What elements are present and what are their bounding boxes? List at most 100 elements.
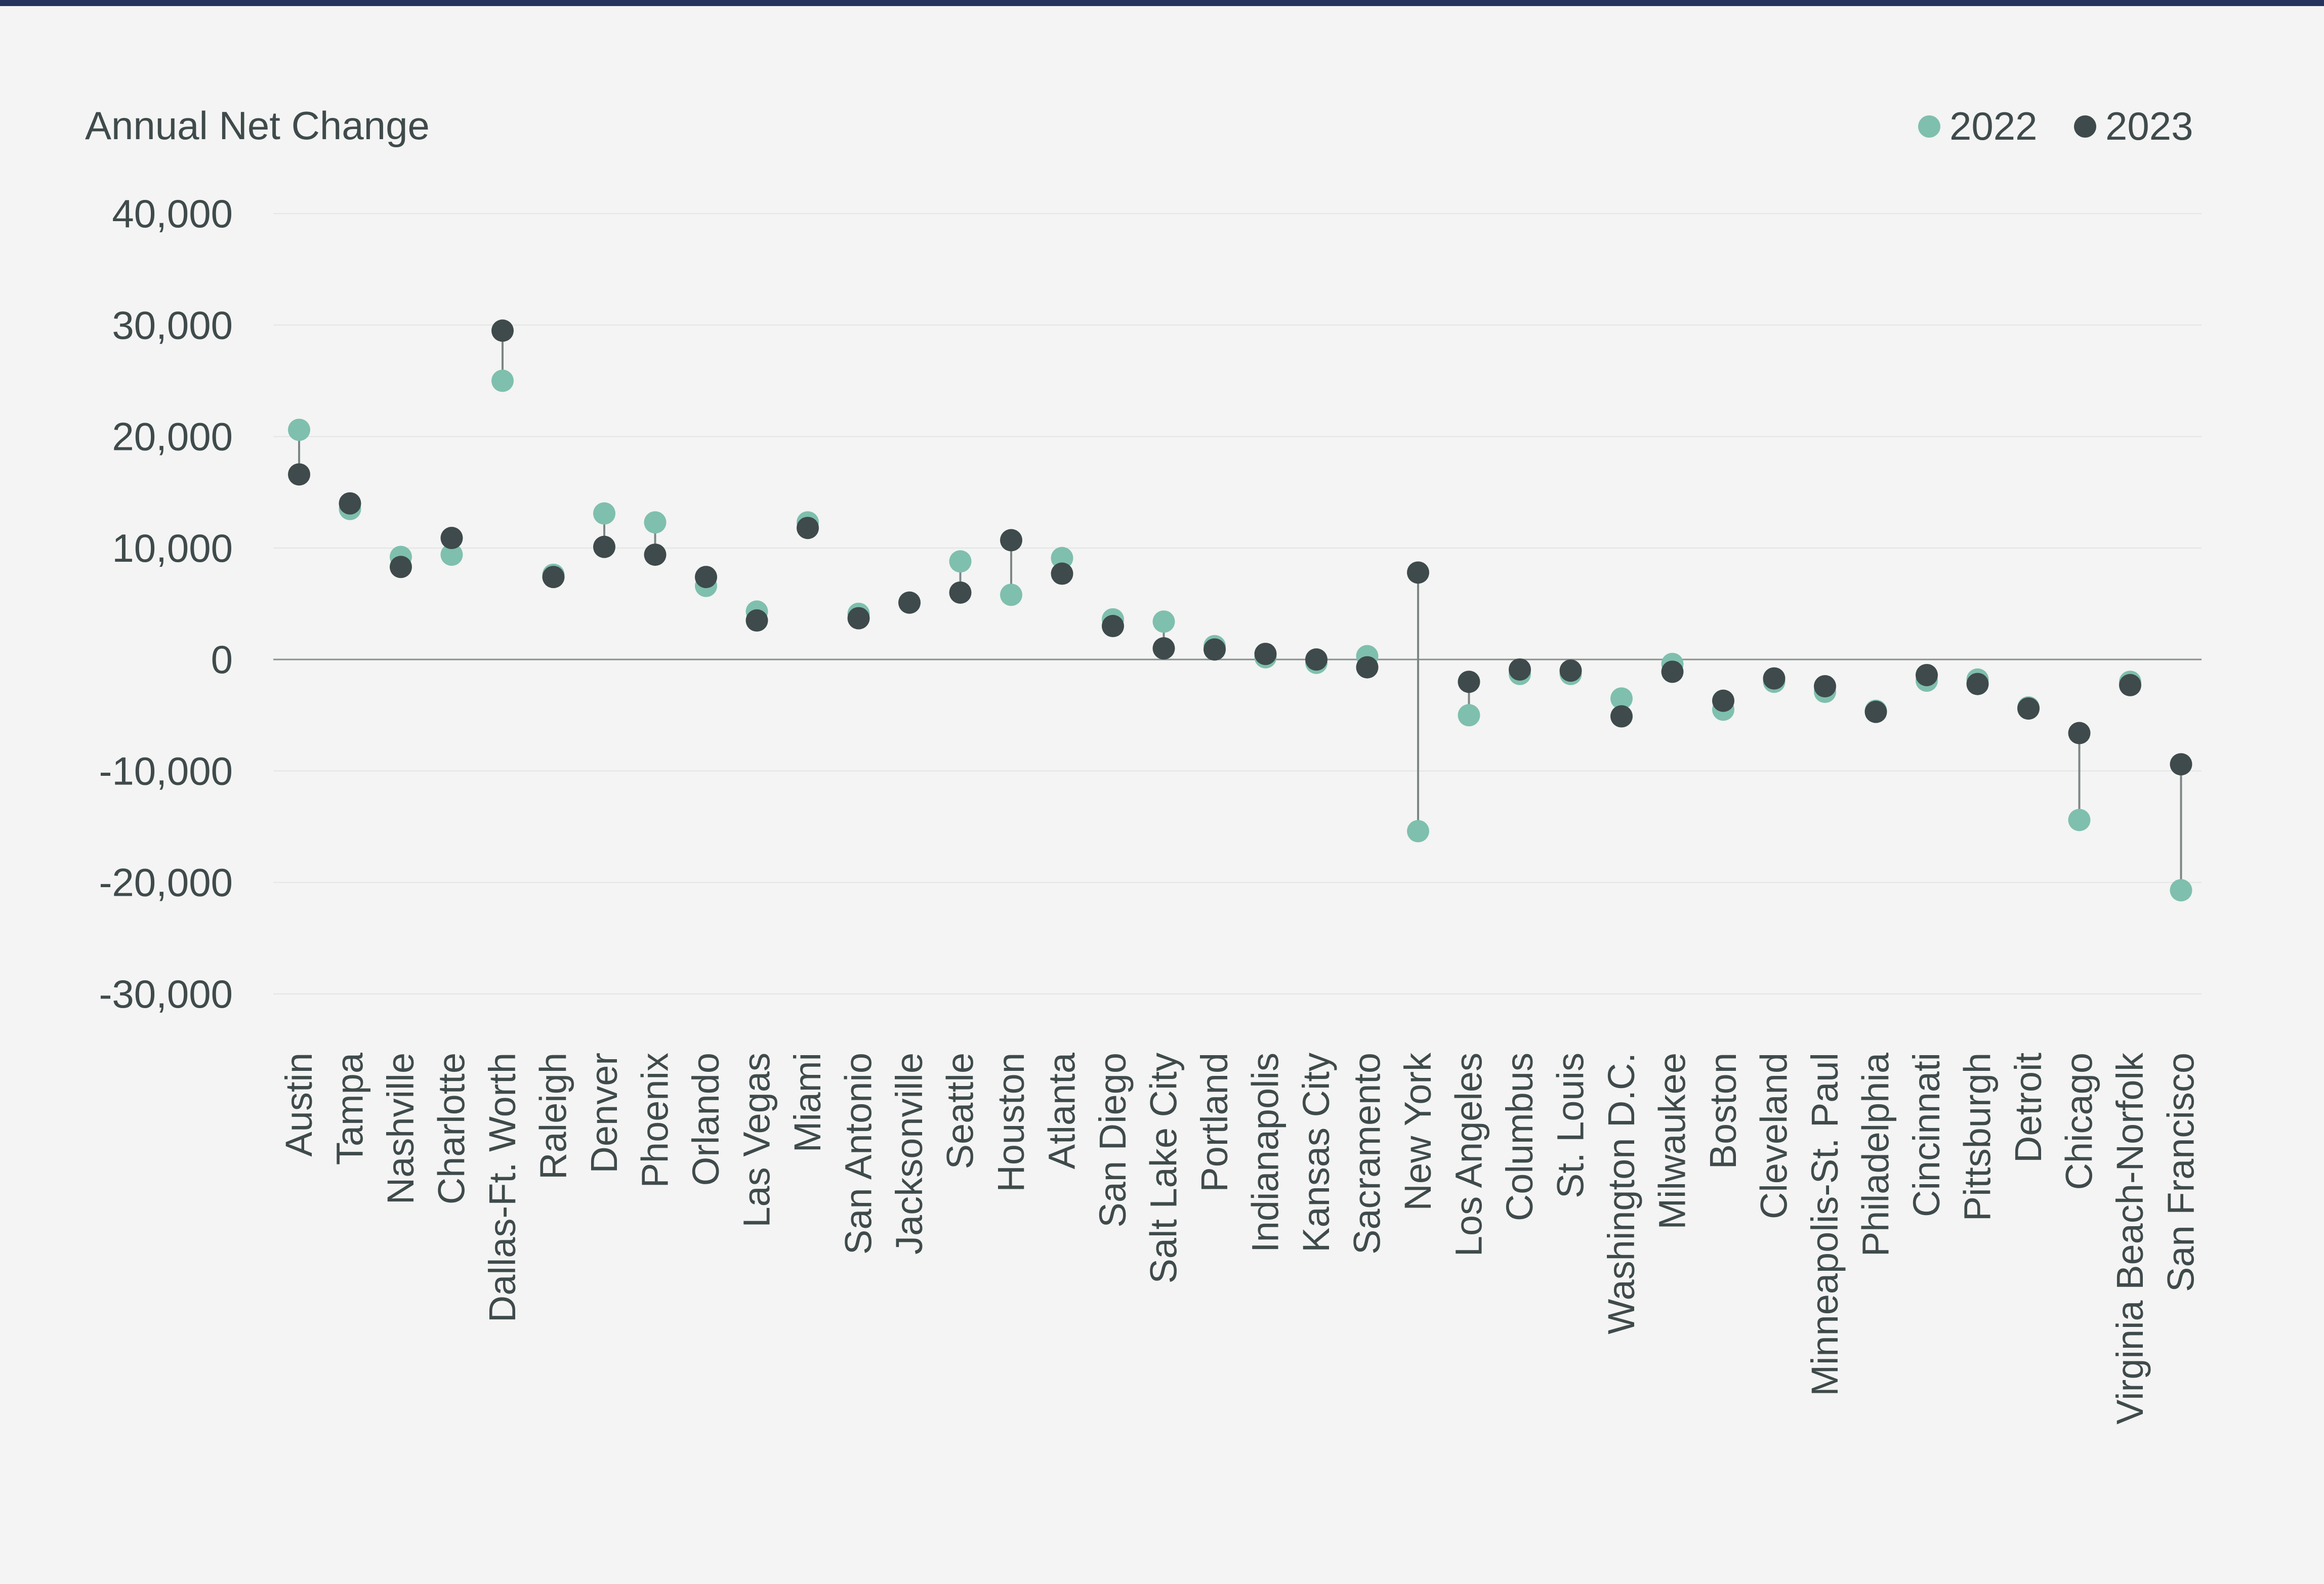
point-2023-cleveland — [1763, 667, 1786, 690]
legend-marker-2022 — [1918, 115, 1940, 138]
x-tick-label-denver: Denver — [583, 1053, 625, 1174]
point-2023-pittsburgh — [1966, 673, 1989, 695]
point-2023-miami — [797, 517, 819, 539]
x-tick-label-houston: Houston — [990, 1053, 1032, 1192]
point-2023-detroit — [2017, 697, 2040, 720]
point-2023-philadelphia — [1864, 700, 1887, 723]
x-tick-label-philadelphia: Philadelphia — [1855, 1052, 1897, 1257]
point-2023-salt-lake-city — [1152, 637, 1175, 660]
point-2023-new-york — [1407, 561, 1429, 584]
x-tick-label-seattle: Seattle — [939, 1053, 981, 1169]
point-2023-indianapolis — [1254, 643, 1277, 665]
x-tick-label-san-francisco: San Francisco — [2160, 1053, 2202, 1292]
y-axis-labels: 40,000 30,000 20,000 10,000 0 -10,000 -20,000 -… — [99, 191, 233, 1016]
chart-title: Annual Net Change — [85, 103, 430, 148]
point-2023-san-francisco — [2170, 753, 2192, 776]
connectors — [298, 330, 2182, 891]
x-tick-label-austin: Austin — [278, 1053, 320, 1157]
y-tick-label: 40,000 — [112, 191, 233, 236]
x-tick-label-san-diego: San Diego — [1092, 1053, 1134, 1228]
x-axis-labels: Austin Tampa Nashville Charlotte Dallas-Ft. … — [278, 1052, 2202, 1425]
point-2023-san-antonio — [847, 607, 870, 630]
point-2023-minneapolis-st-paul — [1814, 675, 1836, 698]
x-tick-label-los-angeles: Los Angeles — [1448, 1053, 1490, 1257]
point-2022-seattle — [949, 550, 972, 573]
point-2023-columbus — [1509, 658, 1531, 681]
point-2022-atlanta — [1051, 547, 1073, 569]
point-2022-phoenix — [644, 511, 667, 534]
point-2023-kansas-city — [1305, 648, 1327, 671]
x-tick-label-portland: Portland — [1193, 1053, 1235, 1192]
point-2023-atlanta — [1051, 562, 1073, 585]
point-2022-chicago — [2068, 809, 2091, 831]
point-2023-seattle — [949, 581, 972, 604]
x-tick-label-phoenix: Phoenix — [634, 1053, 676, 1188]
point-2022-houston — [1000, 583, 1022, 606]
point-2023-orlando — [695, 566, 717, 589]
x-tick-label-las-vegas: Las Vegas — [736, 1053, 778, 1228]
point-2022-washington-d-c — [1610, 687, 1633, 710]
x-tick-label-washington-d-c: Washington D.C. — [1600, 1053, 1642, 1335]
x-tick-label-virginia-beach-norfolk: Virginia Beach-Norfolk — [2109, 1052, 2151, 1425]
x-tick-label-detroit: Detroit — [2007, 1053, 2049, 1163]
point-2023-san-diego — [1102, 615, 1124, 638]
x-tick-label-st-louis: St. Louis — [1550, 1053, 1592, 1198]
top-accent-bar — [0, 0, 2324, 6]
x-tick-label-salt-lake-city: Salt Lake City — [1143, 1053, 1185, 1284]
point-2023-los-angeles — [1458, 671, 1480, 693]
x-tick-label-san-antonio: San Antonio — [838, 1053, 880, 1255]
x-tick-label-dallas-ft-worth: Dallas-Ft. Worth — [481, 1053, 523, 1322]
x-tick-label-charlotte: Charlotte — [431, 1053, 473, 1204]
point-2022-austin — [288, 419, 310, 441]
legend-marker-2023 — [2074, 115, 2096, 138]
point-2023-milwaukee — [1661, 660, 1684, 683]
point-2023-cincinnati — [1916, 663, 1938, 686]
point-2023-portland — [1204, 638, 1226, 661]
point-2023-boston — [1712, 689, 1734, 712]
x-tick-label-pittsburgh: Pittsburgh — [1957, 1053, 1999, 1221]
x-tick-label-jacksonville: Jacksonville — [888, 1053, 930, 1255]
point-2022-dallas-ft-worth — [491, 369, 514, 392]
point-2023-tampa — [339, 492, 361, 515]
x-tick-label-columbus: Columbus — [1499, 1053, 1541, 1221]
x-tick-label-boston: Boston — [1702, 1053, 1744, 1169]
y-tick-label: 30,000 — [112, 303, 233, 347]
x-tick-label-orlando: Orlando — [685, 1053, 727, 1186]
x-tick-label-milwaukee: Milwaukee — [1651, 1053, 1693, 1230]
point-2023-raleigh — [542, 566, 565, 589]
point-2023-charlotte — [440, 527, 463, 550]
point-2023-washington-d-c — [1610, 705, 1633, 728]
point-2023-chicago — [2068, 722, 2091, 744]
point-2023-nashville — [390, 556, 412, 578]
y-tick-label: -20,000 — [99, 860, 233, 905]
data-points — [288, 319, 2192, 902]
grid-lines — [273, 213, 2202, 994]
x-tick-label-chicago: Chicago — [2058, 1053, 2100, 1190]
point-2022-denver — [593, 502, 615, 525]
x-tick-label-nashville: Nashville — [380, 1053, 422, 1204]
x-tick-label-sacramento: Sacramento — [1346, 1053, 1388, 1255]
y-tick-label: -30,000 — [99, 972, 233, 1016]
x-tick-label-tampa: Tampa — [329, 1052, 371, 1165]
point-2022-san-francisco — [2170, 879, 2192, 902]
legend-label-2022: 2022 — [1949, 104, 2038, 148]
point-2023-phoenix — [644, 544, 667, 566]
point-2022-charlotte — [440, 544, 463, 566]
point-2023-austin — [288, 463, 310, 486]
x-tick-label-kansas-city: Kansas City — [1295, 1053, 1337, 1253]
y-tick-label: 10,000 — [112, 526, 233, 570]
x-tick-label-raleigh: Raleigh — [532, 1053, 574, 1180]
point-2023-sacramento — [1356, 656, 1379, 679]
legend: 2022 2023 — [1918, 104, 2193, 148]
x-tick-label-new-york: New York — [1397, 1052, 1439, 1211]
point-2023-dallas-ft-worth — [491, 319, 514, 342]
point-2022-los-angeles — [1458, 704, 1480, 727]
legend-label-2023: 2023 — [2105, 104, 2193, 148]
x-tick-label-indianapolis: Indianapolis — [1244, 1053, 1286, 1253]
x-tick-label-minneapolis-st-paul: Minneapolis-St. Paul — [1804, 1053, 1846, 1396]
point-2023-st-louis — [1559, 659, 1582, 682]
point-2023-jacksonville — [898, 591, 921, 614]
point-2023-las-vegas — [745, 609, 768, 632]
point-2022-salt-lake-city — [1152, 610, 1175, 633]
